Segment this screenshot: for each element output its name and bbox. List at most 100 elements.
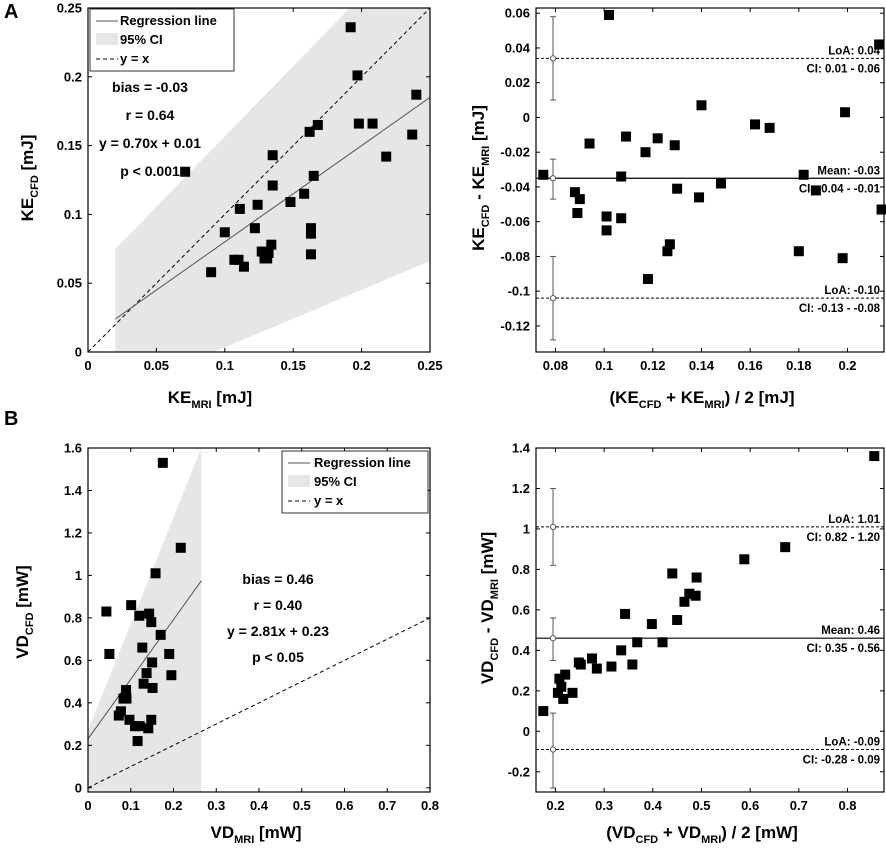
data-point: [304, 126, 315, 137]
reference-ci-label: CI: -0.13 - -0.08: [799, 303, 881, 315]
y-tick-label: 0.05: [57, 276, 82, 291]
data-point: [810, 185, 821, 196]
data-point: [262, 253, 273, 264]
data-point: [798, 169, 809, 180]
data-point: [667, 568, 678, 579]
data-point: [407, 129, 418, 140]
regression-line: [88, 580, 202, 740]
data-point: [627, 659, 638, 670]
legend-label-regression: Regression line: [120, 13, 217, 28]
x-tick-label: 0.2: [353, 358, 371, 373]
data-point: [620, 608, 631, 619]
stats-annotation: r = 0.64: [126, 107, 175, 123]
data-point: [233, 254, 244, 265]
x-tick-label: 0.08: [543, 358, 568, 373]
y-title-sub1: CFD: [480, 205, 492, 228]
x-title-sub2: MRI: [704, 399, 724, 411]
data-point: [166, 670, 177, 681]
y-tick-label: 0.02: [505, 75, 530, 90]
stats-annotation: p < 0.05: [252, 649, 304, 665]
data-point: [837, 253, 848, 264]
y-title-mid: - VD: [478, 599, 497, 638]
reference-label: LoA: -0.10: [824, 285, 880, 297]
data-point: [180, 166, 191, 177]
panel-label-a: A: [4, 1, 18, 23]
x-title-tail: ) / 2 [mJ]: [725, 388, 795, 407]
data-point: [299, 188, 310, 199]
x-tick-label: 0: [84, 798, 91, 813]
y-tick-label: -0.04: [500, 179, 530, 194]
ci-error-center: [549, 635, 557, 642]
x-tick-label: 0.1: [216, 358, 234, 373]
y-title-sub: CFD: [24, 612, 36, 635]
data-point: [146, 617, 157, 628]
legend-label-ci: 95% CI: [120, 32, 163, 47]
stats-annotation: y = 0.70x + 0.01: [99, 135, 201, 151]
y-tick-label: 1: [75, 568, 82, 583]
reference-ci-label: CI: 0.82 - 1.20: [806, 532, 880, 544]
data-point: [616, 171, 627, 182]
data-point: [155, 629, 166, 640]
data-point: [263, 247, 274, 258]
stats-annotation: bias = 0.46: [242, 571, 313, 587]
data-point: [164, 648, 175, 659]
data-point: [584, 138, 595, 149]
y-title-sub2: MRI: [489, 579, 501, 599]
data-point: [115, 706, 126, 717]
x-tick-label: 0.15: [281, 358, 306, 373]
data-point: [157, 457, 168, 468]
ci-band: [115, 8, 430, 352]
reference-label: Mean: 0.46: [821, 625, 880, 637]
panel-a-right-x-axis-title: (KECFD + KEMRI) / 2 [mJ]: [610, 388, 795, 411]
data-point: [121, 685, 132, 696]
data-point: [104, 648, 115, 659]
data-point: [353, 118, 364, 129]
data-point: [560, 669, 571, 680]
x-tick-label: 0.25: [417, 358, 442, 373]
y-title-sub: CFD: [29, 175, 41, 198]
data-point: [604, 9, 615, 20]
y-tick-label: 0.2: [512, 683, 530, 698]
y-tick-label: 0.25: [57, 1, 82, 16]
data-point: [137, 642, 148, 653]
data-point: [640, 147, 651, 158]
data-point: [621, 131, 632, 142]
data-point: [305, 228, 316, 239]
x-title-tail: ) / 2 [mW]: [721, 823, 798, 842]
y-tick-label: -0.12: [500, 318, 530, 333]
y-tick-label: -0.08: [500, 249, 530, 264]
data-point: [234, 203, 245, 214]
x-title-open: (KE: [610, 388, 639, 407]
y-title-main: VD: [478, 661, 497, 685]
x-tick-label: 0.6: [335, 798, 353, 813]
data-point: [646, 619, 657, 630]
y-tick-label: -0.1: [508, 284, 530, 299]
x-tick-label: 0.6: [741, 798, 759, 813]
data-point: [869, 451, 880, 462]
identity-line: [88, 617, 430, 789]
y-tick-label: 0.2: [64, 738, 82, 753]
y-title-main: KE: [469, 227, 488, 251]
panel-a-left-x-axis-title: KEMRI [mJ]: [168, 388, 252, 411]
y-tick-label: 1.2: [64, 525, 82, 540]
y-title-tail: [mW]: [478, 532, 497, 579]
y-title-mid: - KE: [469, 166, 488, 205]
ci-error-center: [549, 295, 557, 302]
data-point: [764, 122, 775, 133]
data-point: [672, 615, 683, 625]
data-point: [684, 588, 695, 599]
stats-annotation: bias = -0.03: [112, 79, 188, 95]
data-point: [586, 653, 597, 664]
data-point: [345, 22, 356, 33]
x-tick-label: 0.7: [378, 798, 396, 813]
data-point: [652, 133, 663, 144]
data-point: [175, 542, 186, 553]
x-title-main: VD: [210, 823, 234, 842]
stats-annotation: p < 0.001: [120, 163, 180, 179]
data-point: [874, 39, 885, 50]
data-point: [381, 151, 392, 162]
data-point: [642, 274, 653, 285]
data-point: [206, 267, 217, 278]
x-tick-label: 0.2: [546, 798, 564, 813]
